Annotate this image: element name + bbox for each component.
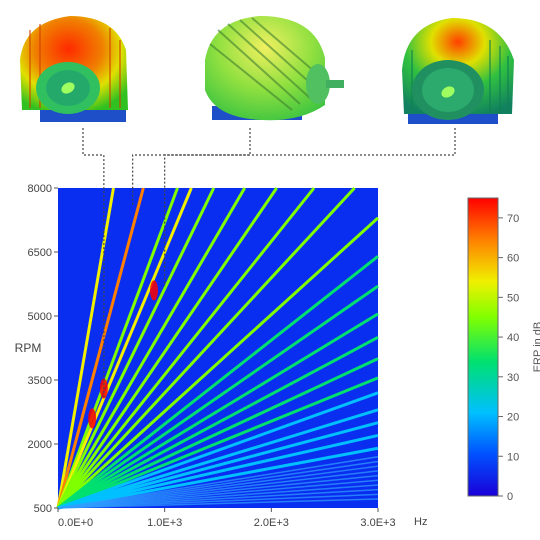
order-line — [56, 187, 216, 509]
y-axis-label: RPM — [15, 341, 42, 355]
order-line — [56, 187, 278, 509]
order-line — [57, 498, 379, 509]
x-axis: 0.0E+0 1.0E+3 2.0E+3 3.0E+3 — [57, 508, 396, 529]
order-line — [57, 479, 379, 509]
colorbar-tick-label: 0 — [507, 491, 513, 503]
order-line — [57, 408, 379, 510]
order-line — [57, 391, 379, 510]
order-line — [57, 376, 379, 510]
order-line — [57, 446, 379, 510]
colorbar-tick-label: 20 — [507, 412, 519, 424]
x-tick-label: 0.0E+0 — [58, 517, 93, 529]
colorbar-tick-label: 30 — [507, 372, 519, 384]
order-line — [56, 187, 145, 509]
motor-left-model — [20, 16, 128, 122]
order-line — [57, 357, 379, 510]
plot-background — [58, 188, 378, 508]
order-line — [57, 255, 379, 510]
colorbar-tick-label: 40 — [507, 332, 519, 344]
colorbar-ticks: 0 10 20 30 40 50 60 70 — [498, 213, 519, 503]
mode-shape-connector — [82, 128, 105, 398]
x-tick-label: 2.0E+3 — [254, 517, 289, 529]
order-line — [57, 421, 379, 510]
colorbar-tick-label: 10 — [507, 451, 519, 463]
y-tick-label: 6500 — [28, 247, 52, 259]
y-tick-label: 500 — [34, 503, 52, 515]
order-line — [57, 488, 379, 509]
colorbar-tick-label: 50 — [507, 292, 519, 304]
x-tick-label: 3.0E+3 — [360, 517, 395, 529]
order-line — [56, 187, 179, 509]
order-line — [57, 434, 379, 510]
mode-shape-connectors — [82, 128, 456, 398]
y-axis: 500 2000 3500 5000 6500 8000 — [28, 183, 58, 515]
colorbar: 0 10 20 30 40 50 60 70 ERP in dB — [467, 197, 540, 503]
x-axis-unit: Hz — [414, 516, 427, 528]
hot-spot — [150, 280, 158, 301]
plot-area — [56, 186, 380, 510]
order-line — [57, 484, 379, 509]
order-line — [57, 456, 379, 509]
y-tick-label: 5000 — [28, 311, 52, 323]
order-lines — [56, 186, 380, 510]
order-line — [56, 187, 193, 509]
order-line — [57, 460, 379, 509]
order-line — [56, 216, 380, 510]
order-line — [57, 474, 379, 509]
colorbar-gradient — [467, 197, 499, 497]
order-line — [57, 493, 379, 509]
order-line — [57, 465, 379, 509]
mode-shape-connector — [164, 128, 456, 287]
y-tick-label: 2000 — [28, 439, 52, 451]
order-line — [56, 187, 115, 509]
mode-shape-connector — [132, 128, 251, 206]
motor-center-model — [205, 16, 344, 121]
order-line — [56, 187, 246, 509]
y-tick-label: 3500 — [28, 375, 52, 387]
x-tick-label: 1.0E+3 — [147, 517, 182, 529]
order-line — [57, 470, 379, 509]
motor-right-model — [402, 18, 514, 124]
colorbar-label: ERP in dB — [532, 322, 540, 373]
order-line — [57, 284, 379, 510]
order-line — [57, 336, 379, 510]
order-line — [57, 312, 379, 510]
colorbar-tick-label: 70 — [507, 213, 519, 225]
hot-spots — [88, 280, 158, 429]
order-line — [56, 186, 356, 510]
order-line — [56, 187, 316, 509]
colorbar-tick-label: 60 — [507, 253, 519, 265]
hot-spot — [88, 408, 97, 429]
y-tick-label: 8000 — [28, 183, 52, 195]
